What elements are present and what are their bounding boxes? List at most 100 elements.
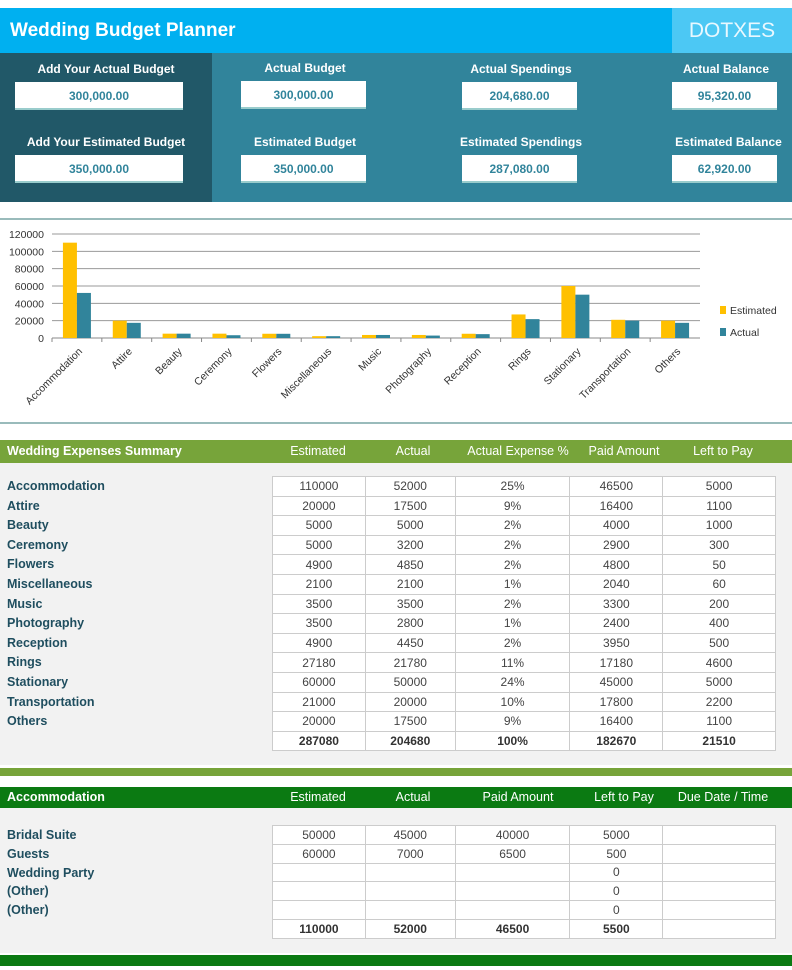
table-cell[interactable] [272,881,366,902]
table-cell[interactable]: 2100 [272,573,366,595]
table-cell[interactable]: 21000 [272,691,366,713]
row-label: (Other) [7,884,49,899]
table-cell[interactable]: 2200 [662,691,776,713]
table-cell[interactable]: 40000 [454,825,571,845]
table-cell[interactable]: 500 [569,843,664,864]
bar-estimated [112,320,127,338]
table-cell[interactable]: 2900 [569,534,664,556]
table-cell[interactable]: 9% [454,711,571,732]
table-cell[interactable]: 2% [454,534,571,556]
table-cell[interactable]: 4800 [569,554,664,575]
table-cell[interactable] [454,900,571,920]
table-cell[interactable]: 17180 [569,652,664,673]
table-cell[interactable]: 3950 [569,632,664,654]
table-cell[interactable]: 52000 [364,476,456,497]
table-cell[interactable]: 5000 [272,515,366,536]
table-cell[interactable]: 2400 [569,613,664,634]
table-cell[interactable]: 5000 [662,671,776,693]
table-cell[interactable] [662,881,776,902]
table-cell[interactable]: 45000 [364,825,456,845]
table-cell[interactable]: 1100 [662,711,776,732]
table-cell[interactable] [454,862,571,883]
table-cell[interactable]: 16400 [569,495,664,517]
table-cell[interactable]: 500 [662,632,776,654]
table-cell[interactable]: 17500 [364,711,456,732]
table-cell[interactable]: 2800 [364,613,456,634]
table-cell[interactable]: 5000 [364,515,456,536]
table-cell[interactable]: 5000 [272,534,366,556]
table-cell[interactable]: 60000 [272,671,366,693]
column-header: Actual [395,444,431,458]
table-cell[interactable] [364,862,456,883]
table-cell[interactable] [364,900,456,920]
table-cell[interactable]: 4000 [569,515,664,536]
table-cell[interactable]: 110000 [272,476,366,497]
table-cell[interactable]: 7000 [364,843,456,864]
table-cell[interactable]: 50 [662,554,776,575]
table-cell[interactable]: 27180 [272,652,366,673]
table-cell[interactable]: 0 [569,862,664,883]
actual-balance-label: Actual Balance [682,62,770,76]
table-cell[interactable]: 20000 [272,495,366,517]
table-cell[interactable]: 16400 [569,711,664,732]
table-cell[interactable]: 10% [454,691,571,713]
row-label: Bridal Suite [7,828,77,842]
table-cell[interactable]: 3500 [272,613,366,634]
table-cell[interactable]: 11% [454,652,571,673]
table-cell[interactable]: 50000 [364,671,456,693]
table-cell[interactable]: 3200 [364,534,456,556]
table-cell[interactable]: 2% [454,593,571,615]
table-cell[interactable]: 2040 [569,573,664,595]
table-cell[interactable]: 4600 [662,652,776,673]
table-cell[interactable]: 24% [454,671,571,693]
table-cell[interactable]: 5000 [569,825,664,845]
table-cell[interactable] [364,881,456,902]
table-cell[interactable]: 1000 [662,515,776,536]
budget-panel: Add Your Actual Budget 300,000.00 Add Yo… [0,53,792,202]
table-cell[interactable]: 20000 [364,691,456,713]
table-cell[interactable]: 400 [662,613,776,634]
table-cell[interactable]: 4450 [364,632,456,654]
add-estimated-budget-input[interactable]: 350,000.00 [15,155,183,183]
table-cell[interactable]: 3500 [272,593,366,615]
table-cell[interactable]: 9% [454,495,571,517]
table-cell[interactable]: 0 [569,881,664,902]
table-cell[interactable]: 2% [454,515,571,536]
table-cell[interactable]: 17500 [364,495,456,517]
table-cell[interactable]: 45000 [569,671,664,693]
table-cell[interactable]: 3300 [569,593,664,615]
table-cell[interactable]: 5000 [662,476,776,497]
table-cell[interactable] [272,862,366,883]
row-label: Beauty [7,518,49,533]
table-cell[interactable]: 60000 [272,843,366,864]
table-cell[interactable]: 3500 [364,593,456,615]
table-cell[interactable]: 4900 [272,554,366,575]
table-cell[interactable]: 2100 [364,573,456,595]
table-cell[interactable]: 1% [454,613,571,634]
table-cell[interactable]: 17800 [569,691,664,713]
table-cell[interactable]: 6500 [454,843,571,864]
table-cell[interactable]: 0 [569,900,664,920]
table-cell[interactable] [662,900,776,920]
table-cell[interactable] [662,862,776,883]
table-cell[interactable]: 46500 [569,476,664,497]
table-cell[interactable]: 300 [662,534,776,556]
table-cell[interactable] [662,825,776,845]
bar-estimated [411,334,426,338]
table-cell[interactable]: 2% [454,554,571,575]
table-cell[interactable]: 1100 [662,495,776,517]
table-cell[interactable]: 200 [662,593,776,615]
table-cell[interactable] [454,881,571,902]
table-cell[interactable]: 4900 [272,632,366,654]
table-cell[interactable] [662,843,776,864]
table-cell[interactable]: 2% [454,632,571,654]
table-cell[interactable]: 21780 [364,652,456,673]
table-cell[interactable]: 4850 [364,554,456,575]
table-cell[interactable]: 1% [454,573,571,595]
table-cell[interactable] [272,900,366,920]
table-cell[interactable]: 60 [662,573,776,595]
table-cell[interactable]: 50000 [272,825,366,845]
table-cell[interactable]: 20000 [272,711,366,732]
add-actual-budget-input[interactable]: 300,000.00 [15,82,183,110]
table-cell[interactable]: 25% [454,476,571,497]
